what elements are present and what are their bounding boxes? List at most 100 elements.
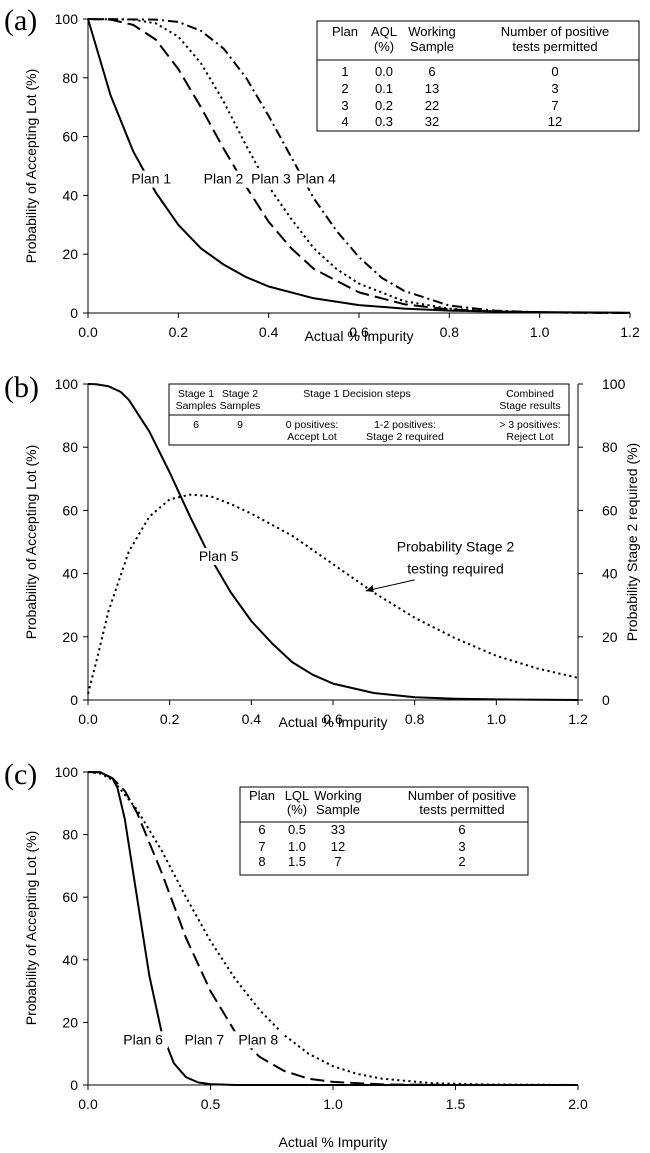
x-tick-label: 1.0 [487,711,507,727]
table-cell: 1-2 positives: [374,419,436,431]
annotation-label: Plan 5 [199,548,239,564]
annotation-backdrop [126,170,177,188]
table-cell: Accept Lot [287,431,337,443]
panel-label: (c) [4,758,37,791]
y2-tick-label: 40 [602,566,618,582]
table-cell: 4 [341,114,348,129]
x-tick-label: 0.6 [349,324,369,340]
table-cell: 2 [458,854,465,869]
table-header: Plan [332,24,358,39]
table-cell: Stage 2 required [366,431,444,443]
x-tick-label: 1.0 [530,324,550,340]
table-cell: 1.0 [288,839,306,854]
y-axis-title: Probability of Accepting Lot (%) [23,445,39,640]
annotation-backdrop [118,1031,168,1049]
x-tick-label: 0.8 [405,711,425,727]
x-tick-label: 0.6 [323,711,343,727]
table-cell: 7 [258,839,265,854]
y-tick-label: 40 [62,187,78,203]
annotation-label: Probability Stage 2 [397,538,515,554]
y2-tick-label: 20 [602,629,618,645]
x-tick-label: 0.2 [160,711,180,727]
annotation-label: testing required [407,561,504,577]
y-axis-title: Probability of Accepting Lot (%) [23,69,39,264]
table-cell: 33 [331,822,345,837]
table-cell: Reject Lot [506,431,553,443]
table-header: Working [314,788,361,803]
y-tick-label: 20 [62,629,78,645]
table-cell: 8 [258,854,265,869]
y-tick-label: 80 [62,70,78,86]
series-line-plan-7 [87,771,578,1086]
series-line-plan-3 [87,18,631,314]
annotation-label: Plan 3 [251,171,291,187]
annotation-label: Plan 1 [131,171,171,187]
x-tick-label: 0.4 [259,324,279,340]
table-cell: 0.3 [375,114,393,129]
y2-tick-label: 0 [602,692,610,708]
annotation-backdrop [193,547,244,565]
x-tick-label: 0.0 [78,711,98,727]
y-tick-label: 100 [55,376,79,392]
table-cell: 22 [425,98,439,113]
table-header: Number of positive [408,788,516,803]
table-header: Samples [220,400,261,412]
annotation-label: Plan 2 [204,171,244,187]
annotation-backdrop [291,170,341,188]
y2-tick-label: 100 [602,376,626,392]
table-header: LQL [285,788,310,803]
table-cell: 32 [425,114,439,129]
table-cell: 1.5 [288,854,306,869]
table-header: Stage 1 [178,388,214,400]
table-cell: 1 [341,64,348,79]
annotation-backdrop [233,1031,284,1049]
y-tick-label: 60 [62,889,78,905]
x-tick-label: 0.2 [169,324,189,340]
panel-label: (b) [4,371,39,404]
annotation-backdrop [381,538,530,556]
table-header: Samples [176,400,217,412]
table-header: (%) [374,39,394,54]
y-tick-label: 80 [62,827,78,843]
y-tick-label: 20 [62,246,78,262]
annotation-label: Plan 4 [296,171,336,187]
y-tick-label: 100 [55,11,79,27]
table-cell: 7 [551,98,558,113]
table-header: (%) [287,802,307,817]
series-line-plan-4 [87,18,631,314]
table-header: Sample [410,39,454,54]
annotation-backdrop [392,560,519,578]
table-header: tests permitted [512,39,597,54]
x-axis-title: Actual % Impurity [279,714,388,730]
y-tick-label: 0 [70,692,78,708]
table-header: Combined [506,388,554,400]
panel-a: (a)0.0 0.2 0.4 0.6 0.8 1.0 1.2020406080100Actu… [4,4,640,344]
x-tick-label: 0.5 [201,1096,221,1112]
table-cell: 0 positives: [286,419,339,431]
table-cell: 6 [428,64,435,79]
y-tick-label: 40 [62,952,78,968]
table-cell: 6 [258,822,265,837]
series-line-plan-5 [87,383,579,701]
panel-label: (a) [4,4,37,37]
table-cell: 13 [425,81,439,96]
table-cell: 9 [237,419,243,431]
annotation-label: Plan 6 [123,1031,163,1047]
y-tick-label: 100 [55,764,79,780]
table-cell: 6 [458,822,465,837]
table-cell: 7 [334,854,341,869]
table-cell: 0 [551,64,558,79]
table-cell: 3 [551,81,558,96]
x-tick-label: 0.0 [78,1096,98,1112]
annotation-leader [365,579,415,592]
table-header: Working [408,24,455,39]
y-tick-label: 0 [70,305,78,321]
panel-b: (b) 0.0 0.2 0.4 0.6 0.8 1.0 1.2 0 20 40 60 80 100 0 20 4… [4,371,640,730]
table-header: Stage results [499,400,560,412]
table-header: Plan [249,788,275,803]
table-header: Stage 1 Decision steps [303,388,410,400]
table-cell: > 3 positives: [499,419,561,431]
annotation-arrowhead [365,584,374,592]
annotation-backdrop [246,170,296,188]
